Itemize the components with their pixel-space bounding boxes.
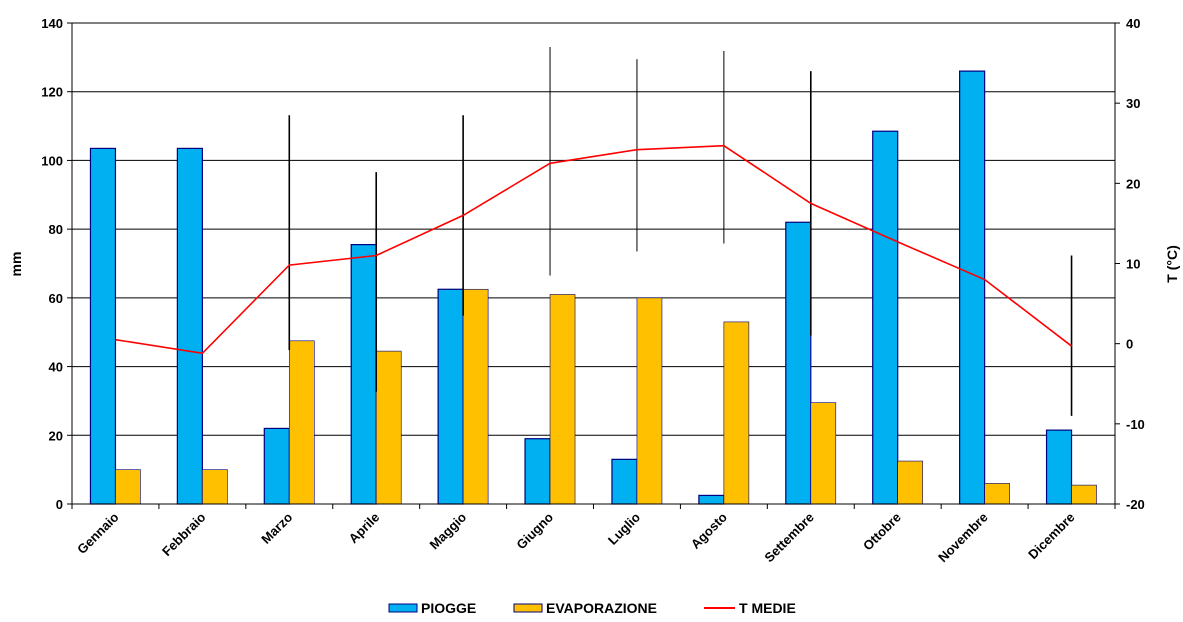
y-tick-label: 140 [41,16,63,31]
y-tick-label: 20 [49,428,63,443]
y2-tick-label: -10 [1126,417,1145,432]
legend-label-t-medie: T MEDIE [739,600,796,616]
y2-tick-label: 40 [1126,16,1140,31]
x-tick-label: Marzo [258,509,295,546]
axes [67,22,1120,509]
bar-evaporazione [1071,484,1097,505]
y2-tick-label: -20 [1126,497,1145,512]
y2-axis-title: T (°C) [1164,245,1180,282]
bar-piogge [1045,429,1073,505]
y-tick-label: 100 [41,153,63,168]
x-tick-label: Ottobre [860,510,904,554]
temperature-line [115,144,1073,355]
y-tick-label: 120 [41,85,63,100]
x-tick-label: Novembre [935,510,991,566]
bars [89,70,1097,505]
bar-piogge [89,147,117,505]
x-tick-label: Agosto [688,509,730,551]
bar-piogge [611,458,638,505]
legend: PIOGGE EVAPORAZIONE T MEDIE [388,600,796,616]
x-tick-label: Aprile [346,510,383,547]
x-tick-label: Maggio [426,509,469,552]
y2-tick-label: 20 [1126,176,1140,191]
bar-evaporazione [549,294,576,505]
bar-evaporazione [375,350,402,505]
bar-evaporazione [636,297,663,505]
x-tick-label: Gennaio [74,509,121,556]
temperature-range-lines [288,47,1073,416]
gridlines [72,22,1115,436]
line-t-medie [115,144,1073,355]
y2-tick-label: 10 [1126,257,1140,272]
legend-swatch-evaporazione [513,603,543,613]
bar-piogge [263,427,290,505]
y-tick-label: 60 [49,291,63,306]
bar-piogge [698,494,725,505]
bar-evaporazione [984,483,1010,505]
legend-label-piogge: PIOGGE [421,600,476,616]
y-tick-label: 80 [49,222,63,237]
y-tick-label: 0 [56,497,63,512]
bar-piogge [959,70,986,505]
x-tick-label: Dicembre [1025,510,1078,563]
bar-piogge [785,221,812,505]
x-tick-label: Settembre [761,510,817,566]
legend-swatch-piogge [388,603,418,613]
bar-evaporazione [723,321,750,505]
bar-evaporazione [115,469,141,505]
bar-evaporazione [897,460,924,505]
y-tick-label: 40 [49,360,63,375]
bar-piogge [176,147,203,505]
x-tick-label: Febbraio [159,509,208,558]
bar-piogge [872,130,899,505]
y2-tick-label: 0 [1126,337,1133,352]
bar-piogge [437,288,464,505]
x-tick-label: Luglio [605,509,643,547]
bar-evaporazione [810,402,837,505]
bar-piogge [524,438,551,505]
y2-tick-label: 30 [1126,96,1140,111]
legend-label-evaporazione: EVAPORAZIONE [546,600,657,616]
bar-evaporazione [462,288,489,505]
bar-evaporazione [288,340,315,505]
bar-evaporazione [202,469,228,505]
y-axis-title: mm [8,252,24,277]
x-tick-label: Giugno [513,509,556,552]
bar-piogge [350,244,377,505]
